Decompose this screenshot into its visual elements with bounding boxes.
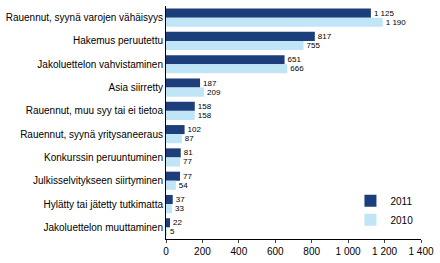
svg-text:37: 37 bbox=[176, 195, 185, 204]
svg-text:Julkisselvitykseen siirtyminen: Julkisselvitykseen siirtyminen bbox=[33, 175, 163, 186]
svg-text:22: 22 bbox=[173, 218, 182, 227]
svg-text:Rauennut, syynä varojen vähäis: Rauennut, syynä varojen vähäisyys bbox=[6, 12, 163, 23]
svg-text:Jakoluettelon muuttaminen: Jakoluettelon muuttaminen bbox=[43, 222, 163, 233]
svg-text:158: 158 bbox=[198, 111, 212, 120]
svg-text:1 125: 1 125 bbox=[374, 9, 395, 18]
svg-text:0: 0 bbox=[163, 246, 169, 257]
svg-text:209: 209 bbox=[207, 88, 221, 97]
svg-text:54: 54 bbox=[179, 181, 188, 190]
svg-text:81: 81 bbox=[184, 148, 193, 157]
svg-text:600: 600 bbox=[267, 246, 284, 257]
svg-text:1 200: 1 200 bbox=[372, 246, 397, 257]
svg-text:817: 817 bbox=[318, 32, 332, 41]
svg-text:651: 651 bbox=[288, 55, 302, 64]
svg-text:Hakemus peruutettu: Hakemus peruutettu bbox=[73, 35, 163, 46]
svg-text:Asia siirretty: Asia siirretty bbox=[109, 82, 163, 93]
svg-text:77: 77 bbox=[183, 157, 192, 166]
svg-text:Hylätty tai jätetty tutkimatta: Hylätty tai jätetty tutkimatta bbox=[44, 199, 164, 210]
svg-text:5: 5 bbox=[170, 227, 175, 236]
svg-text:Rauennut, syynä yritysaneeraus: Rauennut, syynä yritysaneeraus bbox=[20, 129, 163, 140]
svg-text:102: 102 bbox=[188, 125, 202, 134]
svg-text:1 400: 1 400 bbox=[408, 246, 433, 257]
svg-text:158: 158 bbox=[198, 102, 212, 111]
svg-text:400: 400 bbox=[231, 246, 248, 257]
svg-text:Rauennut, muu syy tai ei tieto: Rauennut, muu syy tai ei tietoa bbox=[26, 105, 164, 116]
svg-text:87: 87 bbox=[185, 134, 194, 143]
svg-text:666: 666 bbox=[290, 64, 304, 73]
svg-text:1 190: 1 190 bbox=[386, 18, 407, 27]
svg-text:33: 33 bbox=[175, 204, 184, 213]
svg-text:Jakoluettelon vahvistaminen: Jakoluettelon vahvistaminen bbox=[37, 59, 163, 70]
svg-text:200: 200 bbox=[194, 246, 211, 257]
svg-text:Konkurssin peruuntuminen: Konkurssin peruuntuminen bbox=[44, 152, 163, 163]
svg-text:755: 755 bbox=[307, 41, 321, 50]
svg-text:187: 187 bbox=[203, 79, 217, 88]
svg-text:77: 77 bbox=[183, 172, 192, 181]
svg-text:1 000: 1 000 bbox=[336, 246, 361, 257]
svg-text:800: 800 bbox=[303, 246, 320, 257]
svg-text:2011: 2011 bbox=[390, 196, 412, 207]
svg-text:2010: 2010 bbox=[390, 215, 413, 226]
